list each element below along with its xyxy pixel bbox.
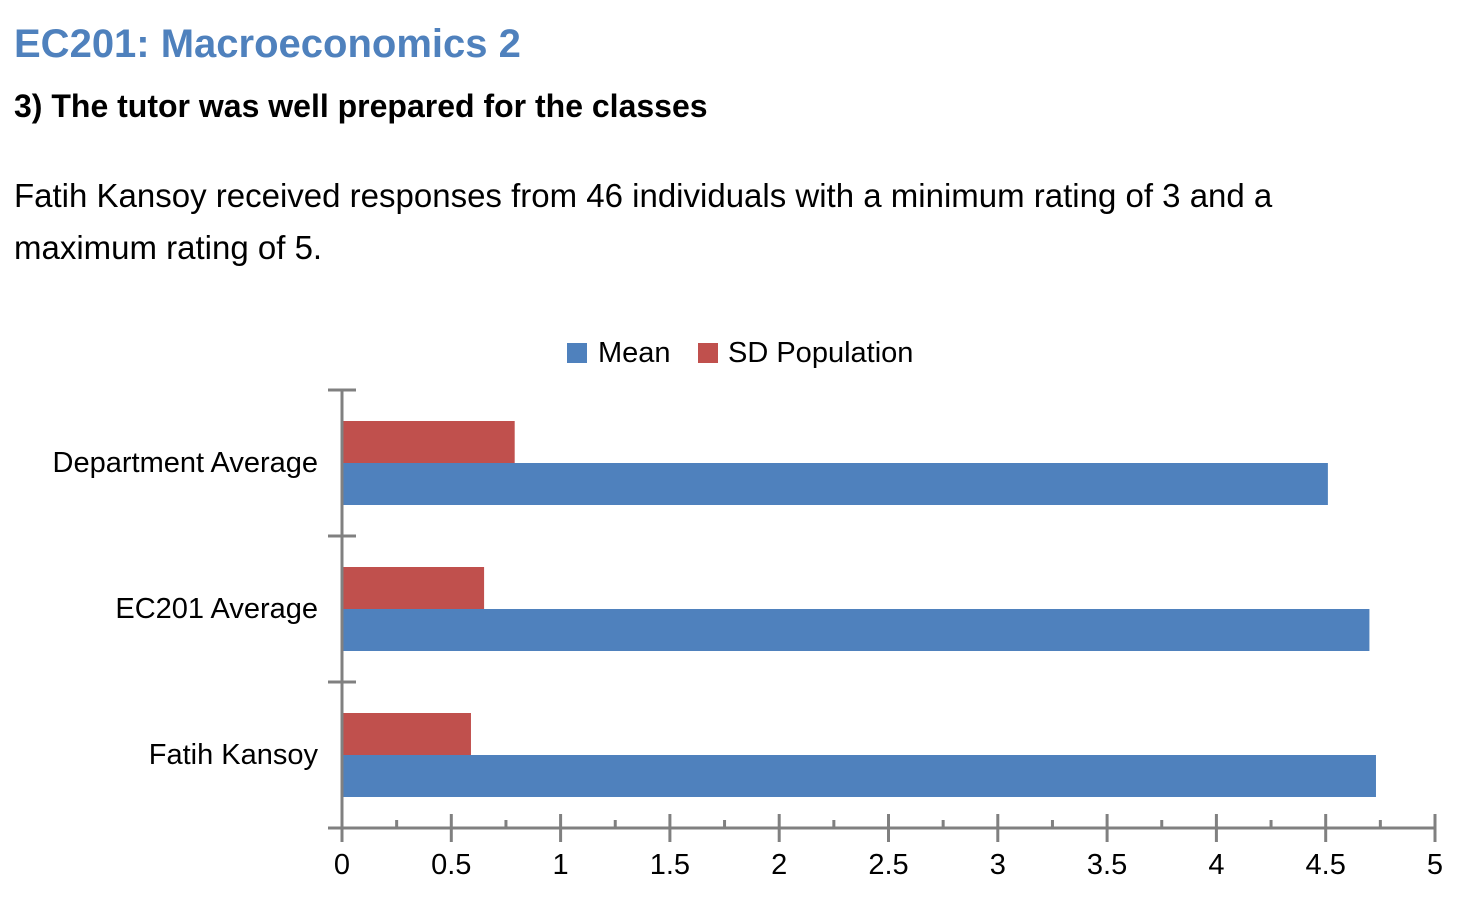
bar-mean: [342, 755, 1376, 797]
bar-sd-population: [342, 713, 471, 755]
course-title: EC201: Macroeconomics 2: [14, 22, 521, 66]
category-label: EC201 Average: [115, 593, 318, 625]
bar-mean: [342, 463, 1328, 505]
chart-axes: Department Average EC201 Average Fatih Kan…: [53, 388, 1443, 881]
x-tick-label: 0: [334, 849, 350, 881]
response-summary: Fatih Kansoy received responses from 46 …: [14, 177, 1273, 266]
legend-label: Mean: [598, 337, 671, 369]
bar-mean: [342, 609, 1370, 651]
bar-sd-population: [342, 567, 485, 609]
category-label: Fatih Kansoy: [149, 739, 319, 771]
chart-legend: Mean SD Population: [567, 337, 913, 369]
legend-swatch: [567, 343, 587, 363]
x-tick-label: 3: [990, 849, 1006, 881]
category-label: Department Average: [53, 447, 318, 479]
legend-label: SD Population: [728, 337, 913, 369]
x-tick-label: 5: [1427, 849, 1443, 881]
bar-sd-population: [342, 421, 515, 463]
x-tick-label: 2: [771, 849, 787, 881]
x-tick-label: 0.5: [431, 849, 471, 881]
legend-swatch: [698, 343, 718, 363]
question-title: 3) The tutor was well prepared for the c…: [14, 88, 708, 124]
x-tick-label: 1: [553, 849, 569, 881]
x-tick-label: 4: [1208, 849, 1224, 881]
chart-bars: [342, 421, 1376, 797]
x-tick-label: 1.5: [650, 849, 690, 881]
x-tick-label: 2.5: [868, 849, 908, 881]
x-tick-label: 3.5: [1087, 849, 1127, 881]
x-tick-label: 4.5: [1306, 849, 1346, 881]
